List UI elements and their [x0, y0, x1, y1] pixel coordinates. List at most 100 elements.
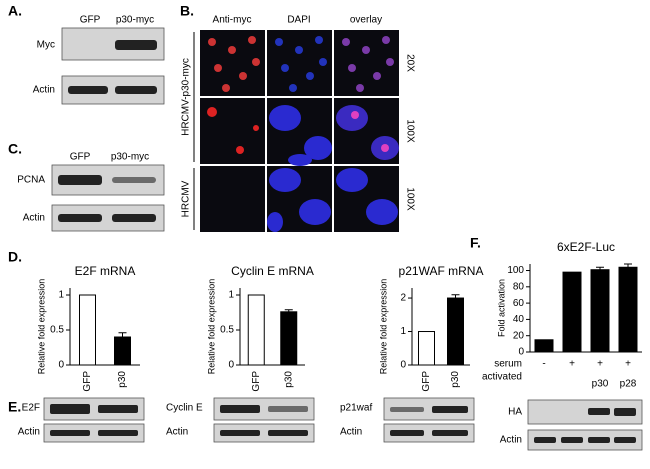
error-bar — [596, 266, 604, 273]
blot — [43, 397, 145, 421]
condition: p30 — [592, 379, 609, 390]
lane-label: p30-myc — [111, 152, 149, 163]
band — [390, 430, 424, 436]
row-label: Actin — [33, 85, 55, 96]
x-tick-label: p30 — [450, 371, 461, 388]
row-label: Actin — [23, 213, 45, 224]
error-bar — [284, 309, 293, 314]
bar — [562, 271, 582, 353]
band — [588, 408, 610, 415]
band — [534, 437, 556, 443]
magnification: 100X — [404, 187, 415, 211]
micrographs — [200, 30, 399, 232]
y-tick-label: 0 — [518, 347, 524, 358]
band — [588, 437, 610, 443]
panel-label: F. — [470, 235, 481, 251]
x-tick-label: p30 — [283, 371, 294, 388]
panel-label: B. — [180, 3, 194, 19]
y-tick-label: 100 — [507, 265, 524, 276]
x-tick-label: GFP — [82, 371, 93, 392]
y-axis-label: Fold activation — [496, 279, 506, 337]
band — [220, 405, 260, 413]
band — [98, 430, 138, 436]
row-label: Actin — [340, 427, 362, 438]
bar — [590, 269, 610, 353]
column-label: Anti-myc — [213, 15, 252, 26]
band — [98, 405, 138, 413]
y-axis-label: Relative fold expression — [36, 279, 46, 375]
band — [220, 430, 260, 436]
row-label: HA — [508, 407, 522, 418]
band — [50, 430, 90, 436]
condition: p28 — [620, 379, 637, 390]
magnification: 20X — [404, 54, 415, 72]
y-tick-label: 0 — [400, 360, 406, 371]
column-label: DAPI — [287, 15, 310, 26]
band — [390, 407, 424, 412]
bar — [534, 339, 554, 353]
band — [112, 177, 156, 183]
row-label: p21waf — [340, 403, 372, 414]
x-tick-label: p30 — [117, 371, 128, 388]
error-bar — [451, 294, 460, 302]
bar — [280, 311, 298, 366]
panel-label: C. — [8, 141, 22, 157]
row-label: serum — [494, 359, 522, 370]
band — [68, 86, 108, 94]
bar — [247, 294, 265, 366]
error-bar — [624, 263, 632, 271]
lane-label: GFP — [80, 15, 101, 26]
panel-label: A. — [8, 3, 22, 19]
x-tick-label: GFP — [421, 371, 432, 392]
chart-title: Cyclin E mRNA — [231, 264, 314, 278]
band — [115, 40, 157, 50]
band — [268, 430, 308, 436]
error-bar — [118, 332, 127, 342]
y-tick-label: 1 — [400, 326, 406, 337]
blot — [43, 423, 145, 443]
row-label: Actin — [166, 427, 188, 438]
condition: + — [625, 359, 631, 370]
band — [50, 404, 90, 414]
band — [112, 214, 156, 222]
blot — [383, 397, 475, 421]
y-tick-label: 60 — [513, 298, 525, 309]
y-tick-label: 0.5 — [220, 325, 234, 336]
row-label: Actin — [500, 435, 522, 446]
y-tick-label: 0.5 — [50, 325, 64, 336]
column-label: overlay — [350, 15, 382, 26]
y-tick-label: 0 — [58, 360, 64, 371]
group-label: HRCMV — [181, 180, 192, 217]
bar — [418, 331, 435, 366]
lane-label: GFP — [70, 152, 91, 163]
group-label: HRCMV-p30-myc — [181, 58, 192, 136]
row-label: Cyclin E — [166, 403, 203, 414]
x-tick-label: GFP — [251, 371, 262, 392]
row-label: Actin — [18, 427, 40, 438]
row-label: PCNA — [17, 175, 45, 186]
magnification: 100X — [404, 119, 415, 143]
blot — [383, 423, 475, 443]
y-tick-label: 2 — [400, 293, 406, 304]
y-axis-label: Relative fold expression — [378, 279, 388, 375]
panel-label: D. — [8, 249, 22, 265]
band — [561, 437, 583, 443]
band — [115, 86, 157, 94]
band — [58, 214, 102, 222]
y-tick-label: 80 — [513, 281, 525, 292]
chart-title: 6xE2F-Luc — [557, 240, 615, 254]
blot — [213, 423, 315, 443]
y-tick-label: 1 — [58, 290, 64, 301]
bar — [79, 294, 96, 366]
band — [58, 175, 102, 185]
condition: + — [597, 359, 603, 370]
y-tick-label: 20 — [513, 330, 525, 341]
chart-title: E2F mRNA — [75, 264, 136, 278]
row-label: activated — [482, 372, 522, 383]
bar — [618, 266, 638, 353]
condition: - — [542, 359, 545, 370]
blot — [527, 429, 643, 451]
row-label: E2F — [22, 403, 40, 414]
lane-label: p30-myc — [116, 15, 154, 26]
